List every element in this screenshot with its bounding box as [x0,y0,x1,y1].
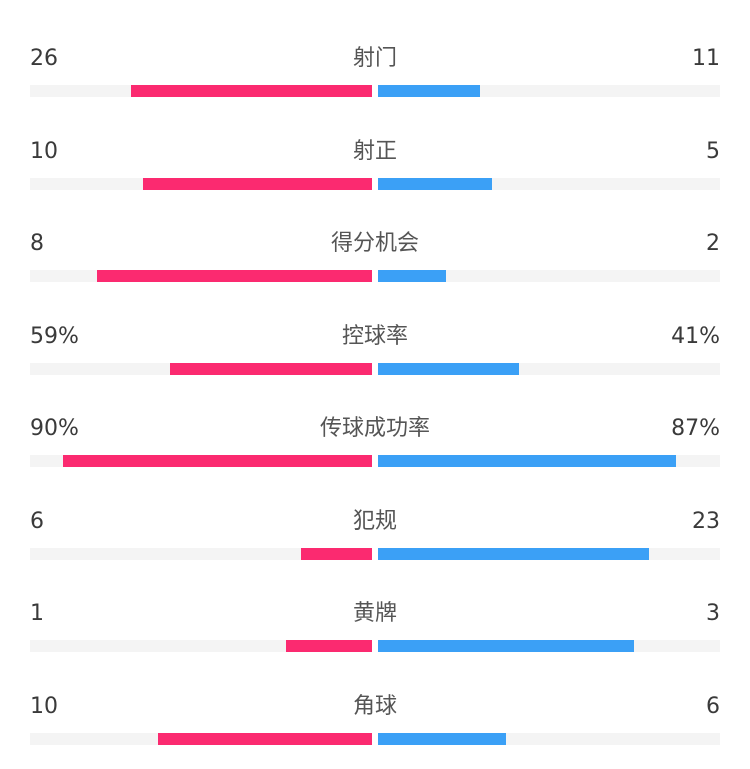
away-value: 87% [671,416,720,441]
away-bar [378,547,649,560]
stat-row: 26 射门 11 [0,40,750,100]
away-bar [378,362,519,375]
stat-label: 传球成功率 [319,416,430,441]
away-bar [378,455,676,467]
stat-label: 控球率 [341,323,408,349]
away-value: 2 [706,231,720,256]
stat-row: 10 角球 6 [0,688,750,748]
stat-row: 6 犯规 23 [0,503,750,563]
stat-row: 1 黄牌 3 [0,595,750,655]
away-value: 6 [706,693,720,719]
stat-row: 90% 传球成功率 87% [0,410,750,470]
home-bar [170,362,372,375]
home-value: 10 [30,693,58,719]
away-bar [378,85,480,97]
away-bar-track [378,177,720,190]
home-value: 10 [30,138,58,164]
home-value: 59% [30,323,79,349]
stat-row: 59% 控球率 41% [0,318,750,378]
away-bar [378,640,634,652]
home-bar-track [30,547,372,560]
home-bar [286,640,372,652]
away-bar [378,270,446,282]
home-bar [63,455,372,467]
home-bar [143,177,372,190]
away-bar-track [378,640,720,652]
away-bar-track [378,547,720,560]
away-value: 11 [692,46,720,71]
home-bar [301,547,372,560]
home-bar [97,270,372,282]
home-bar-track [30,640,372,652]
home-bar-track [30,85,372,97]
home-value: 1 [30,601,44,626]
away-value: 5 [706,138,720,164]
stat-label: 得分机会 [330,231,419,256]
stat-label: 射门 [352,46,397,71]
home-bar [131,85,372,97]
home-value: 8 [30,231,44,256]
home-bar-track [30,177,372,190]
home-bar-track [30,732,372,745]
away-bar [378,177,492,190]
stat-row: 10 射正 5 [0,133,750,193]
away-value: 23 [692,508,720,534]
away-bar-track [378,85,720,97]
stat-label: 犯规 [352,508,397,534]
away-bar-track [378,362,720,375]
away-bar [378,732,506,745]
stat-label: 角球 [352,693,397,719]
away-bar-track [378,270,720,282]
away-bar-track [378,732,720,745]
stat-label: 射正 [352,138,397,164]
away-value: 41% [671,323,720,349]
away-value: 3 [706,601,720,626]
stat-label: 黄牌 [352,601,397,626]
home-bar-track [30,362,372,375]
away-bar-track [378,455,720,467]
home-bar [158,732,372,745]
stat-row: 8 得分机会 2 [0,225,750,285]
home-value: 26 [30,46,58,71]
home-bar-track [30,455,372,467]
home-bar-track [30,270,372,282]
home-value: 90% [30,416,79,441]
home-value: 6 [30,508,44,534]
